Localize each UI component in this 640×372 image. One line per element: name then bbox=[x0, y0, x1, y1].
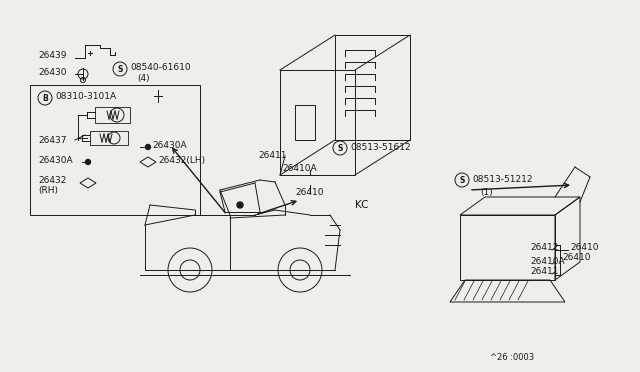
Text: (1): (1) bbox=[480, 187, 493, 196]
Text: 26430A: 26430A bbox=[152, 141, 187, 150]
Text: 26412: 26412 bbox=[530, 244, 558, 253]
Text: 26410: 26410 bbox=[562, 253, 591, 263]
Text: (4): (4) bbox=[137, 74, 150, 83]
Text: 26430A: 26430A bbox=[38, 155, 72, 164]
Text: 26410A: 26410A bbox=[530, 257, 564, 266]
Text: 08513-51212: 08513-51212 bbox=[472, 174, 532, 183]
Text: ^26 :0003: ^26 :0003 bbox=[490, 353, 534, 362]
Circle shape bbox=[237, 202, 243, 208]
Text: S: S bbox=[337, 144, 342, 153]
Text: 26411: 26411 bbox=[258, 151, 287, 160]
Bar bbox=[30, 85, 200, 215]
Text: KC: KC bbox=[355, 200, 369, 210]
Text: 26410: 26410 bbox=[295, 187, 323, 196]
Text: 26432: 26432 bbox=[38, 176, 67, 185]
Text: S: S bbox=[460, 176, 465, 185]
Text: S: S bbox=[117, 64, 123, 74]
Text: 26439: 26439 bbox=[38, 51, 67, 60]
Text: 26432(LH): 26432(LH) bbox=[158, 155, 205, 164]
Text: 26411: 26411 bbox=[530, 267, 559, 276]
Text: B: B bbox=[42, 93, 48, 103]
Text: 26410A: 26410A bbox=[282, 164, 317, 173]
Circle shape bbox=[145, 144, 150, 150]
Text: 08310-3101A: 08310-3101A bbox=[55, 92, 116, 100]
Circle shape bbox=[86, 160, 90, 164]
Text: 08513-51612: 08513-51612 bbox=[350, 142, 411, 151]
Text: 08540-61610: 08540-61610 bbox=[130, 62, 191, 71]
Text: 26430: 26430 bbox=[38, 67, 67, 77]
Text: (RH): (RH) bbox=[38, 186, 58, 195]
Text: 26437: 26437 bbox=[38, 135, 67, 144]
Text: 26410: 26410 bbox=[570, 244, 598, 253]
